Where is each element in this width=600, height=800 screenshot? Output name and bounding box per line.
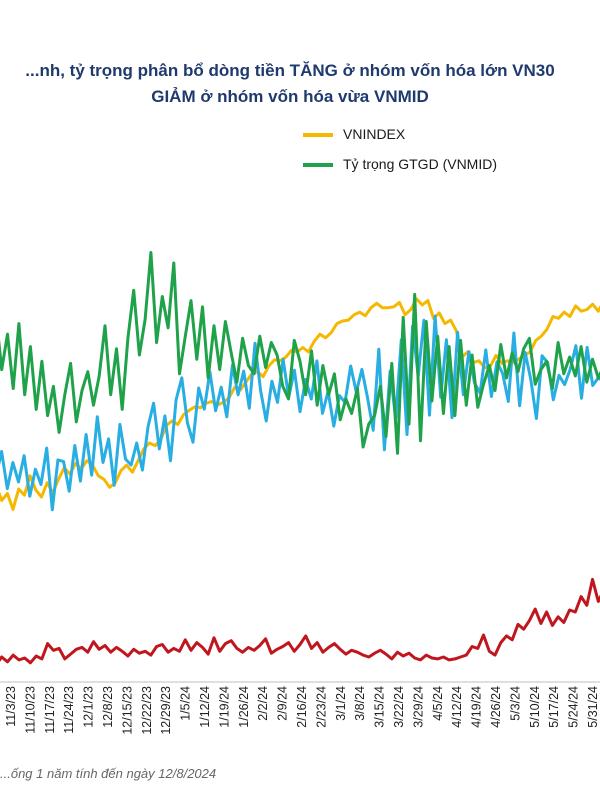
- x-tick-label: 5/24/24: [567, 686, 581, 728]
- chart-title-line1: ...nh, tỷ trọng phân bổ dòng tiền TĂNG ở…: [25, 61, 555, 80]
- series-line-t-tr-ng-gtgd-vn30-: [0, 314, 600, 512]
- series-line-t-tr-ng-gtgd-vnsmall-: [0, 577, 600, 665]
- x-tick-label: 11/10/23: [23, 686, 37, 734]
- x-tick-label: 5/31/24: [586, 686, 600, 728]
- x-tick-label: 4/5/24: [431, 686, 445, 721]
- x-tick-label: 1/26/24: [237, 686, 251, 728]
- x-tick-label: 3/1/24: [334, 686, 348, 721]
- x-tick-label: 3/22/24: [392, 686, 406, 728]
- x-tick-label: 12/15/23: [120, 686, 134, 735]
- legend-label-vnindex: VNINDEX: [343, 126, 406, 142]
- x-tick-label: 12/1/23: [82, 686, 96, 728]
- x-tick-label: 1/12/24: [198, 686, 212, 728]
- legend-swatch-vnmid: [303, 163, 333, 167]
- x-tick-label: 5/17/24: [547, 686, 561, 728]
- x-tick-label: 4/19/24: [470, 686, 484, 728]
- x-tick-label: 3/15/24: [373, 686, 387, 728]
- x-tick-label: 11/3/23: [4, 686, 18, 727]
- x-tick-label: 4/12/24: [450, 686, 464, 728]
- series-line-t-tr-ng-gtgd-vnmid-: [0, 251, 600, 455]
- x-tick-label: 5/3/24: [508, 686, 522, 721]
- x-tick-label: 4/26/24: [489, 686, 503, 728]
- legend-swatch-vnindex: [303, 133, 333, 137]
- x-tick-label: 12/29/23: [159, 686, 173, 735]
- x-tick-label: 12/8/23: [101, 686, 115, 728]
- chart-title: ...nh, tỷ trọng phân bổ dòng tiền TĂNG ở…: [0, 58, 600, 110]
- x-tick-label: 11/17/23: [43, 686, 57, 734]
- legend-label-vnmid: Tỷ trọng GTGD (VNMID): [343, 156, 498, 172]
- x-tick-label: 5/10/24: [528, 686, 542, 728]
- x-tick-label: 12/22/23: [140, 686, 154, 735]
- footnote: ...ống 1 năm tính đến ngày 12/8/2024: [0, 766, 217, 781]
- x-tick-label: 1/5/24: [179, 686, 193, 721]
- x-tick-label: 3/29/24: [411, 686, 425, 728]
- x-tick-label: 3/8/24: [353, 686, 367, 721]
- x-tick-label: 2/23/24: [314, 686, 328, 728]
- x-tick-label: 2/9/24: [276, 686, 290, 721]
- chart-subtitle: GIẢM ở nhóm vốn hóa vừa VNMID: [151, 87, 429, 106]
- x-axis: 11/3/23 11/10/23 11/17/23 11/24/23 12/1/23 12…: [0, 681, 600, 735]
- x-tick-label: 1/19/24: [217, 686, 231, 728]
- x-tick-label: 11/24/23: [62, 686, 76, 734]
- x-tick-label: 2/16/24: [295, 686, 309, 728]
- x-tick-label: 2/2/24: [256, 686, 270, 721]
- series-layer: [0, 251, 600, 665]
